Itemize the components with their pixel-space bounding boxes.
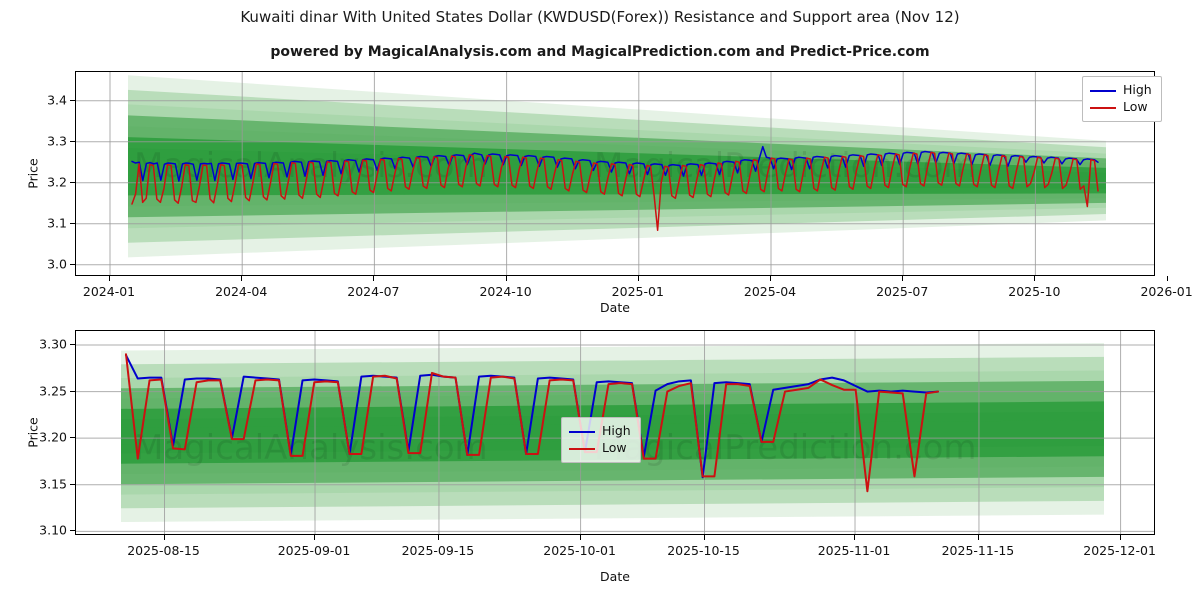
- zoom-y-axis-title: Price: [25, 417, 41, 448]
- x-axis-tick-mark: [1034, 276, 1036, 281]
- x-axis-tick-label: 2025-12-01: [1083, 543, 1156, 558]
- low-line-swatch: [569, 447, 595, 450]
- legend-row-low: Low: [1090, 99, 1152, 116]
- zoom-x-axis-title: Date: [600, 569, 630, 584]
- x-axis-tick-label: 2025-10: [1008, 284, 1061, 299]
- x-axis-tick-label: 2024-10: [479, 284, 532, 299]
- x-axis-tick-mark: [163, 535, 165, 540]
- y-axis-tick-mark: [70, 222, 75, 224]
- y-axis-tick-mark: [70, 99, 75, 101]
- x-axis-tick-label: 2024-01: [82, 284, 136, 299]
- y-axis-tick-label: 3.15: [39, 476, 67, 492]
- x-axis-tick-mark: [437, 535, 439, 540]
- high-line-swatch: [1090, 89, 1116, 92]
- x-axis-tick-label: 2025-10-15: [667, 543, 740, 558]
- svg-text:MagicalPrediction.com: MagicalPrediction.com: [594, 273, 977, 275]
- x-axis-tick-mark: [1119, 535, 1121, 540]
- x-axis-tick-label: 2024-07: [347, 284, 400, 299]
- svg-text:MagicalAnalysis.com: MagicalAnalysis.com: [134, 273, 488, 275]
- x-axis-tick-mark: [314, 535, 316, 540]
- legend-row-high: High: [569, 423, 631, 440]
- y-axis-tick-mark: [70, 483, 75, 485]
- y-axis-tick-mark: [70, 343, 75, 345]
- x-axis-tick-label: 2025-09-15: [401, 543, 475, 558]
- x-axis-tick-label: 2025-01: [611, 284, 664, 299]
- page-title: Kuwaiti dinar With United States Dollar …: [240, 8, 960, 26]
- x-axis-tick-mark: [241, 276, 243, 281]
- legend-label-low: Low: [1123, 99, 1148, 115]
- y-axis-tick-label: 3.1: [47, 215, 67, 231]
- svg-text:MagicalAnalysis.com: MagicalAnalysis.com: [134, 428, 488, 468]
- y-axis-tick-label: 3.4: [47, 92, 67, 108]
- x-axis-tick-label: 2025-07: [876, 284, 929, 299]
- low-line-swatch: [1090, 106, 1116, 109]
- x-axis-tick-mark: [703, 535, 705, 540]
- y-axis-tick-mark: [70, 390, 75, 392]
- x-axis-tick-mark: [1166, 276, 1168, 281]
- overview-legend[interactable]: High Low: [1082, 76, 1162, 122]
- x-axis-tick-mark: [109, 276, 110, 281]
- x-axis-tick-label: 2025-09-01: [277, 543, 351, 558]
- x-axis-tick-mark: [902, 276, 904, 281]
- svg-text:MagicalPrediction.com: MagicalPrediction.com: [594, 146, 977, 186]
- x-axis-tick-mark: [854, 535, 856, 540]
- zoom-legend[interactable]: High Low: [561, 417, 641, 463]
- overview-x-axis-title: Date: [600, 300, 630, 315]
- y-axis-tick-mark: [70, 181, 75, 183]
- x-axis-tick-label: 2024-04: [215, 284, 268, 299]
- x-axis-tick-label: 2025-10-01: [543, 543, 616, 558]
- y-axis-tick-mark: [70, 530, 75, 532]
- overview-chart-svg: MagicalAnalysis.com MagicalPrediction.com…: [76, 72, 1154, 275]
- y-axis-tick-label: 3.2: [47, 174, 67, 190]
- y-axis-tick-label: 3.0: [47, 256, 67, 272]
- x-axis-tick-mark: [770, 276, 771, 281]
- overview-y-axis-title: Price: [25, 158, 41, 189]
- y-axis-tick-mark: [70, 437, 75, 439]
- high-line-swatch: [569, 430, 595, 433]
- x-axis-tick-mark: [579, 535, 581, 540]
- x-axis-tick-mark: [977, 535, 979, 540]
- x-axis-tick-label: 2025-11-15: [941, 543, 1015, 558]
- y-axis-tick-label: 3.10: [39, 522, 67, 538]
- y-axis-tick-label: 3.25: [39, 383, 67, 399]
- y-axis-tick-label: 3.20: [39, 429, 67, 445]
- x-axis-tick-mark: [505, 276, 507, 281]
- x-axis-tick-label: 2026-01: [1140, 284, 1193, 299]
- x-axis-tick-mark: [637, 276, 639, 281]
- legend-label-high: High: [1123, 82, 1152, 98]
- x-axis-tick-mark: [373, 276, 375, 281]
- legend-row-high: High: [1090, 82, 1152, 99]
- legend-label-high: High: [602, 423, 631, 439]
- y-axis-tick-mark: [70, 140, 75, 142]
- legend-label-low: Low: [602, 440, 627, 456]
- y-axis-tick-label: 3.3: [47, 133, 67, 149]
- legend-row-low: Low: [569, 440, 631, 457]
- svg-text:MagicalAnalysis.com: MagicalAnalysis.com: [134, 146, 488, 186]
- y-axis-tick-label: 3.30: [39, 336, 67, 352]
- page-subtitle: powered by MagicalAnalysis.com and Magic…: [270, 44, 930, 60]
- x-axis-tick-label: 2025-04: [743, 284, 797, 299]
- x-axis-tick-label: 2025-08-15: [127, 543, 200, 558]
- y-axis-tick-mark: [70, 263, 75, 265]
- x-axis-tick-label: 2025-11-01: [817, 543, 891, 558]
- overview-chart-panel: MagicalAnalysis.com MagicalPrediction.com…: [75, 71, 1155, 276]
